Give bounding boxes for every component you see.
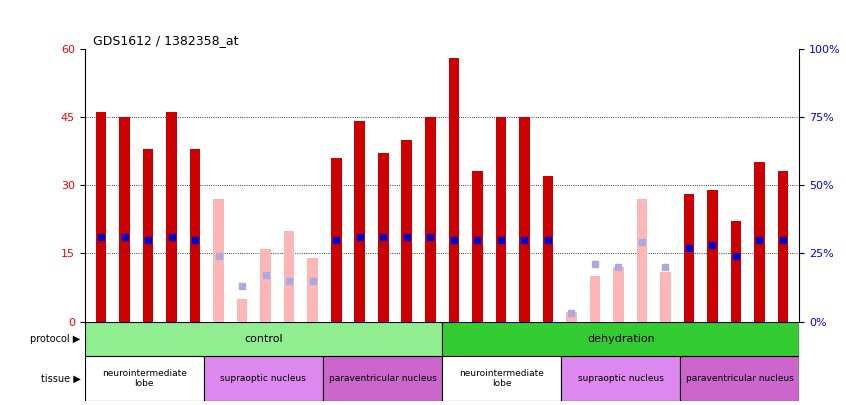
- Text: supraoptic nucleus: supraoptic nucleus: [578, 374, 664, 383]
- Bar: [85, 322, 442, 356]
- Bar: [119, 117, 130, 322]
- Text: dehydration: dehydration: [587, 334, 655, 344]
- Bar: [660, 271, 671, 322]
- Bar: [496, 117, 506, 322]
- Bar: [680, 356, 799, 401]
- Text: neurointermediate
lobe: neurointermediate lobe: [102, 369, 187, 388]
- Bar: [684, 194, 695, 322]
- Bar: [323, 356, 442, 401]
- Text: control: control: [244, 334, 283, 344]
- Bar: [402, 140, 412, 322]
- Bar: [284, 230, 294, 322]
- Text: protocol ▶: protocol ▶: [30, 334, 80, 344]
- Bar: [85, 356, 204, 401]
- Bar: [213, 199, 224, 322]
- Bar: [167, 112, 177, 322]
- Bar: [378, 153, 388, 322]
- Bar: [561, 356, 680, 401]
- Bar: [542, 176, 553, 322]
- Bar: [237, 299, 247, 322]
- Bar: [261, 249, 271, 322]
- Bar: [472, 171, 482, 322]
- Text: paraventricular nucleus: paraventricular nucleus: [686, 374, 794, 383]
- Text: GDS1612 / 1382358_at: GDS1612 / 1382358_at: [93, 34, 239, 47]
- Bar: [354, 122, 365, 322]
- Bar: [442, 322, 799, 356]
- Bar: [96, 112, 107, 322]
- Bar: [707, 190, 717, 322]
- Bar: [590, 276, 600, 322]
- Bar: [613, 267, 624, 322]
- Bar: [204, 356, 323, 401]
- Bar: [143, 149, 153, 322]
- Bar: [519, 117, 530, 322]
- Text: paraventricular nucleus: paraventricular nucleus: [328, 374, 437, 383]
- Bar: [425, 117, 436, 322]
- Bar: [331, 158, 342, 322]
- Text: supraoptic nucleus: supraoptic nucleus: [220, 374, 306, 383]
- Bar: [777, 171, 788, 322]
- Bar: [442, 356, 561, 401]
- Bar: [190, 149, 201, 322]
- Bar: [307, 258, 318, 322]
- Bar: [566, 312, 577, 322]
- Text: tissue ▶: tissue ▶: [41, 374, 80, 384]
- Text: neurointermediate
lobe: neurointermediate lobe: [459, 369, 544, 388]
- Bar: [731, 222, 741, 322]
- Bar: [754, 162, 765, 322]
- Bar: [637, 199, 647, 322]
- Bar: [448, 58, 459, 322]
